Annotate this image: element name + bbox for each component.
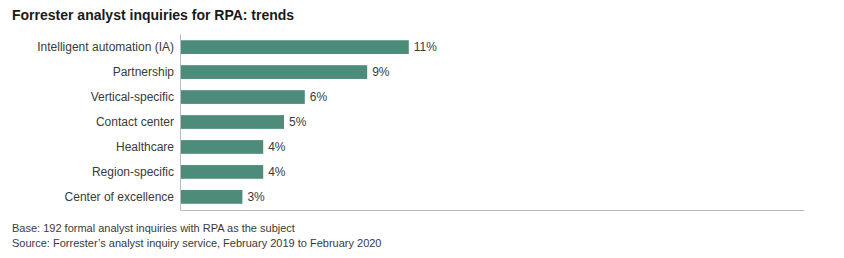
data-label: 11% — [414, 40, 437, 54]
y-tick-label: Center of excellence — [65, 190, 175, 204]
y-tick-label: Contact center — [96, 115, 174, 129]
y-tick: Intelligent automation (IA) — [37, 40, 174, 54]
y-tick: Vertical-specific — [91, 90, 174, 104]
data-labels: 11%9%6%5%4%4%3% — [247, 40, 437, 204]
y-axis: Intelligent automation (IA) Partnership Ve… — [37, 35, 180, 211]
bar — [180, 165, 263, 179]
footnote: Base: 192 formal analyst inquiries with … — [12, 222, 295, 234]
x-axis — [181, 210, 805, 211]
footnote: Source: Forrester’s analyst inquiry serv… — [12, 237, 382, 249]
data-label: 4% — [268, 140, 286, 154]
bar — [180, 90, 305, 104]
data-label: 3% — [247, 190, 265, 204]
y-tick: Partnership — [113, 65, 175, 79]
y-tick-label: Vertical-specific — [91, 90, 174, 104]
chart: Forrester analyst inquiries for RPA: tre… — [0, 0, 844, 258]
data-label: 4% — [268, 165, 286, 179]
x-axis-line — [181, 210, 805, 211]
bar — [180, 140, 263, 154]
y-tick-label: Partnership — [113, 65, 175, 79]
y-tick: Contact center — [96, 115, 174, 129]
y-tick: Center of excellence — [65, 190, 175, 204]
data-label: 5% — [289, 115, 307, 129]
data-label: 9% — [372, 65, 390, 79]
plot: Intelligent automation (IA) Partnership Ve… — [37, 35, 804, 211]
bar — [180, 65, 367, 79]
y-tick-label: Healthcare — [116, 140, 174, 154]
bar — [180, 190, 242, 204]
data-label: 6% — [310, 90, 328, 104]
y-tick: Region-specific — [92, 165, 174, 179]
bars — [180, 40, 409, 204]
y-tick-label: Region-specific — [92, 165, 174, 179]
bar — [180, 40, 409, 54]
y-tick-label: Intelligent automation (IA) — [37, 40, 174, 54]
bar — [180, 115, 284, 129]
y-tick: Healthcare — [116, 140, 174, 154]
y-axis-line — [180, 35, 181, 211]
title: Forrester analyst inquiries for RPA: tre… — [12, 7, 294, 23]
